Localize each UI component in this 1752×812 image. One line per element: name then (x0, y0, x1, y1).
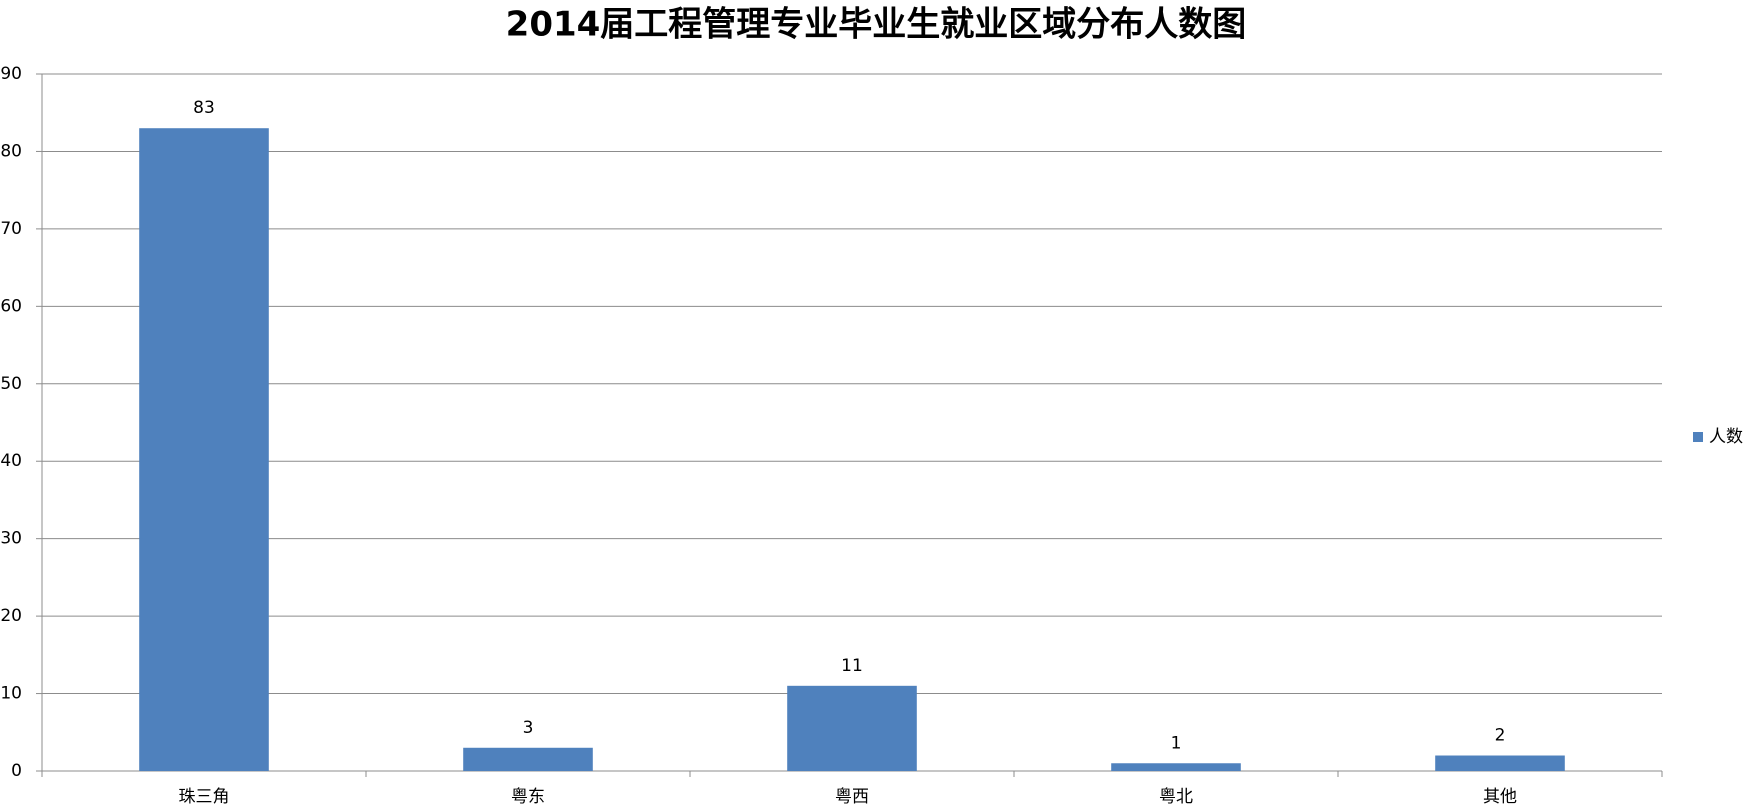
y-tick-label: 10 (0, 684, 22, 704)
x-tick-label: 粤西 (835, 787, 869, 807)
x-tick-label: 粤东 (511, 787, 545, 807)
y-tick-label: 50 (0, 374, 22, 394)
y-tick-label: 0 (11, 761, 22, 781)
y-tick-label: 30 (0, 529, 22, 549)
bar (1111, 763, 1241, 771)
bar (1435, 755, 1565, 771)
x-tick-label: 其他 (1483, 787, 1517, 807)
data-label: 3 (523, 718, 534, 738)
y-tick-label: 40 (0, 451, 22, 471)
data-label: 2 (1495, 726, 1506, 746)
x-tick-label: 珠三角 (179, 787, 230, 807)
y-tick-label: 60 (0, 296, 22, 316)
bar (139, 128, 269, 771)
y-tick-label: 70 (0, 219, 22, 239)
x-tick-label: 粤北 (1159, 787, 1193, 807)
bar (463, 747, 593, 771)
y-tick-label: 20 (0, 606, 22, 626)
data-label: 1 (1171, 733, 1182, 753)
y-tick-label: 90 (0, 64, 22, 84)
y-tick-label: 80 (0, 141, 22, 161)
legend-swatch (1693, 432, 1703, 442)
legend-label: 人数 (1709, 427, 1743, 447)
data-label: 83 (193, 98, 215, 118)
data-label: 11 (841, 656, 863, 676)
chart-title: 2014届工程管理专业毕业生就业区域分布人数图 (506, 5, 1247, 45)
bar (787, 685, 917, 771)
